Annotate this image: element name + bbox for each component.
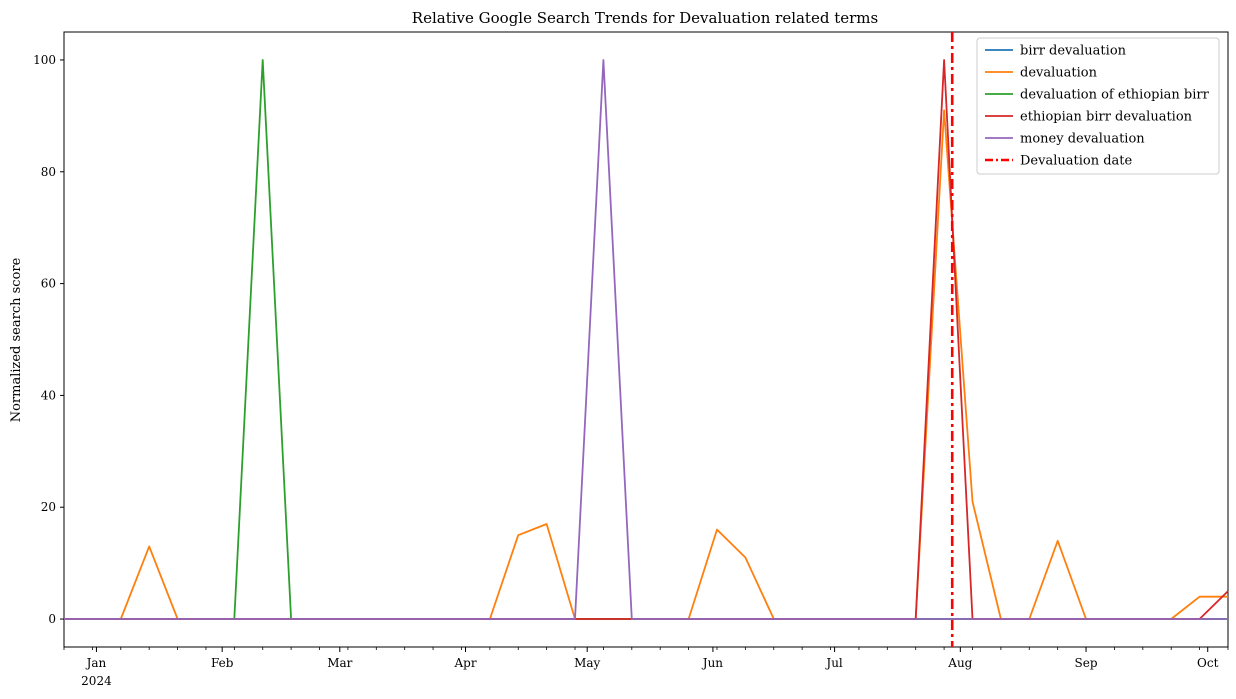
x-tick-label: Aug [947, 656, 972, 670]
x-tick-label: Jan [85, 656, 107, 670]
x-tick-label: Jun [701, 656, 724, 670]
x-tick-label: Mar [327, 656, 352, 670]
y-tick-label: 40 [41, 388, 56, 402]
legend-label: devaluation [1020, 66, 1098, 81]
y-tick-label: 100 [33, 53, 56, 67]
legend: birr devaluation devaluation devaluation o… [976, 37, 1220, 175]
plot-area: 0 20 40 60 80 100 Jan 2024 Feb Mar Apr May Jun Jul Aug… [33, 31, 1229, 688]
axes-frame [63, 31, 1229, 648]
x-tick-label: May [574, 656, 600, 670]
legend-label: ethiopian birr devaluation [1020, 110, 1193, 125]
x-tick-label: Apr [453, 656, 476, 670]
y-tick-label: 0 [48, 612, 56, 626]
x-tick-label: Feb [211, 656, 234, 670]
y-tick-label: 60 [41, 277, 56, 291]
x-tick-label: Jul [824, 656, 843, 670]
y-tick-label: 20 [41, 500, 56, 514]
legend-label: Devaluation date [1020, 154, 1133, 169]
series-line-money-devaluation [64, 59, 1228, 620]
y-tick-label: 80 [41, 165, 56, 179]
legend-label: money devaluation [1020, 132, 1145, 147]
x-tick-label: Oct [1197, 656, 1219, 670]
y-axis-label: Normalized search score [9, 257, 24, 422]
legend-box [976, 37, 1220, 175]
legend-label: devaluation of ethiopian birr [1020, 88, 1210, 103]
legend-label: birr devaluation [1020, 44, 1127, 59]
x-tick-sublabel: 2024 [81, 674, 112, 688]
chart-title: Relative Google Search Trends for Devalu… [412, 9, 878, 27]
x-tick-label: Sep [1075, 656, 1098, 670]
